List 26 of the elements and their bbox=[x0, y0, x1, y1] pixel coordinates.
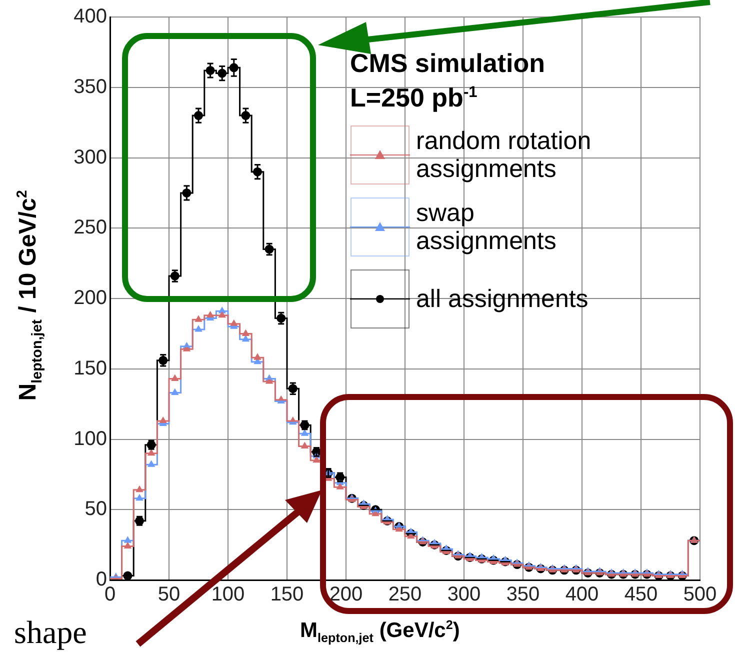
y-tick-label: 100 bbox=[74, 428, 107, 450]
x-tick-label: 300 bbox=[447, 584, 481, 606]
x-tick-label: 200 bbox=[329, 584, 363, 606]
legend-label: random rotation assignments bbox=[416, 126, 592, 183]
legend-label: swap assignments bbox=[416, 198, 558, 255]
y-tick-label: 150 bbox=[74, 357, 107, 380]
y-tick-label: 0 bbox=[96, 568, 107, 591]
y-tick-label: 250 bbox=[74, 216, 107, 239]
annotation: CMS simulation bbox=[350, 48, 546, 78]
annotation: L=250 pb$^{-1}$ bbox=[350, 82, 478, 113]
x-tick-label: 400 bbox=[565, 584, 599, 606]
x-tick-label: 350 bbox=[506, 584, 540, 606]
x-axis-title: M$_{lepton,jet}$ (GeV/c$^{2}$) bbox=[300, 618, 460, 646]
x-tick-label: 50 bbox=[158, 584, 180, 606]
x-tick-label: 150 bbox=[270, 584, 304, 606]
text: shape bbox=[14, 614, 87, 651]
y-tick-label: 400 bbox=[74, 6, 107, 28]
y-tick-label: 300 bbox=[74, 146, 107, 168]
x-tick-label: 250 bbox=[388, 584, 422, 606]
x-tick-label: 450 bbox=[624, 584, 658, 606]
legend-label: all assignments bbox=[416, 284, 588, 313]
x-tick-label: 500 bbox=[683, 584, 717, 606]
y-tick-label: 200 bbox=[74, 287, 107, 310]
y-tick-label: 50 bbox=[84, 498, 107, 520]
x-tick-label: 100 bbox=[211, 584, 245, 606]
y-tick-label: 350 bbox=[74, 76, 107, 98]
